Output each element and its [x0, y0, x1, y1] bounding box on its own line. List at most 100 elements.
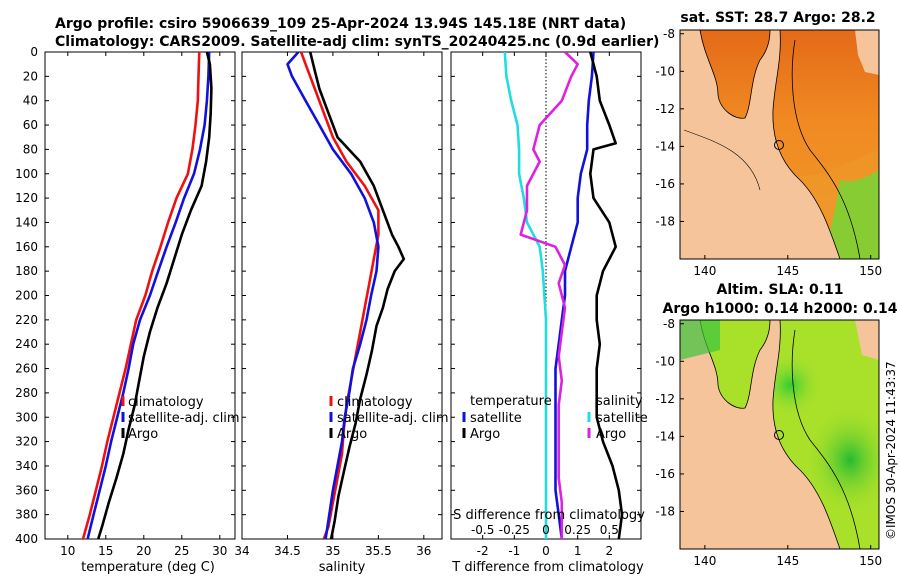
sst-contour: [683, 129, 761, 191]
s-diff-tick-label: 0.5: [600, 523, 619, 537]
difference-series: [503, 52, 624, 539]
map-lon-label: 150: [859, 554, 882, 568]
map-lat-label: -10: [655, 354, 675, 368]
map-lat-label: -14: [655, 429, 675, 443]
depth-tick-label: 60: [23, 118, 38, 132]
s-diff-tick-label: 0.25: [564, 523, 591, 537]
depth-tick-label: 100: [15, 167, 38, 181]
salinity-panel-frame: [241, 51, 443, 540]
series-line-argo: [96, 52, 213, 539]
sla-map-frame: [679, 319, 880, 550]
x-tick-label: 35.5: [365, 544, 392, 558]
legend-label-satellite: satellite-adj. clim: [337, 411, 449, 426]
salinity-xlabel: salinity: [319, 560, 366, 575]
salinity-x-axis: 34 34.5 35 35.5 36: [234, 52, 431, 558]
map-lon-label: 145: [776, 554, 799, 568]
legend-label-t-satellite: satellite: [470, 411, 522, 426]
legend-label-climatology: climatology: [337, 395, 413, 410]
depth-tick-label: 140: [15, 215, 38, 229]
depth-tick-label: 220: [15, 313, 38, 327]
salinity-legend: climatology satellite-adj. clim Argo: [329, 395, 449, 442]
depth-tick-label: 0: [30, 45, 38, 59]
x-tick-label: 10: [60, 544, 75, 558]
x-tick-label: 34.5: [274, 544, 301, 558]
sla-map-axes: -8 -10 -12 -14 -16 -18 140 145 150: [655, 317, 882, 568]
x-tick-label: 36: [416, 544, 431, 558]
s-diff-tick-label: 0: [542, 523, 550, 537]
temperature-panel-frame: [44, 51, 236, 540]
s-diff-tick-label: -0.5: [471, 523, 494, 537]
sst-cool-water: [820, 170, 879, 259]
depth-tick-label: 80: [23, 142, 38, 156]
temperature-x-axis: 10 15 20 25 30: [60, 52, 227, 558]
sla-isobath: [791, 329, 861, 549]
difference-xlabel: T difference from climatology: [451, 560, 644, 575]
s-diff-tick-label: -0.25: [499, 523, 530, 537]
depth-tick-label: 300: [15, 410, 38, 424]
x-tick-label: 35: [325, 544, 340, 558]
series-line-satellite-adj-clim: [86, 52, 211, 539]
sla-west-green: [680, 320, 720, 360]
x-tick-label: 20: [136, 544, 151, 558]
series-line-temperature-satellite: [554, 52, 595, 539]
title-line-2: Climatology: CARS2009. Satellite-adj cli…: [55, 34, 659, 50]
sla-map-title-1: Altim. SLA: 0.11: [716, 282, 843, 298]
map-lat-label: -16: [655, 467, 675, 481]
map-lon-label: 140: [693, 554, 716, 568]
x-tick-label: 34: [234, 544, 249, 558]
sst-isobath: [791, 39, 861, 259]
legend-label-satellite: satellite-adj. clim: [128, 411, 240, 426]
temperature-xlabel: temperature (deg C): [81, 560, 215, 575]
map-lon-label: 150: [859, 264, 882, 278]
x-tick-label: 2: [606, 544, 614, 558]
legend-heading-salinity: salinity: [596, 394, 643, 409]
map-lat-label: -18: [655, 504, 675, 518]
legend-label-argo: Argo: [337, 427, 367, 442]
x-tick-label: 25: [174, 544, 189, 558]
x-tick-label: 30: [212, 544, 227, 558]
depth-tick-label: 340: [15, 459, 38, 473]
series-line-climatology: [299, 52, 380, 539]
depth-tick-label: 320: [15, 435, 38, 449]
x-tick-label: -2: [477, 544, 489, 558]
depth-tick-label: 40: [23, 94, 38, 108]
depth-tick-label: 20: [23, 69, 38, 83]
series-line-temperature-argo: [588, 52, 624, 539]
map-lat-label: -8: [663, 317, 675, 331]
sla-argo-marker: [774, 430, 784, 440]
s-difference-label: S difference from climatology: [453, 508, 645, 523]
x-tick-label: 0: [542, 544, 550, 558]
depth-tick-label: 120: [15, 191, 38, 205]
x-tick-label: 15: [98, 544, 113, 558]
legend-label-argo: Argo: [128, 427, 158, 442]
legend-label-climatology: climatology: [128, 395, 204, 410]
difference-legend: temperature satellite Argo salinity sate…: [462, 394, 648, 442]
temperature-legend: climatology satellite-adj. clim Argo: [121, 395, 240, 442]
depth-tick-label: 400: [15, 532, 38, 546]
x-tick-label: -1: [508, 544, 520, 558]
map-lat-label: -16: [655, 177, 675, 191]
sla-map-title-2: Argo h1000: 0.14 h2000: 0.14: [662, 301, 897, 317]
map-lat-label: -8: [663, 27, 675, 41]
map-lon-label: 145: [776, 264, 799, 278]
sst-land-newguinea: [855, 30, 879, 75]
sst-map: [680, 30, 879, 259]
depth-tick-label: 380: [15, 508, 38, 522]
map-lat-label: -12: [655, 102, 675, 116]
map-lat-label: -14: [655, 139, 675, 153]
series-line-satellite-adj-clim: [286, 52, 380, 539]
map-lat-label: -10: [655, 64, 675, 78]
sst-map-frame: [679, 29, 880, 260]
series-line-argo: [308, 52, 406, 539]
series-line-salinity-satellite: [503, 52, 548, 539]
s-difference-ticks: -0.5 -0.25 0 0.25 0.5: [471, 523, 619, 537]
legend-label-s-satellite: satellite: [596, 411, 648, 426]
depth-tick-label: 280: [15, 386, 38, 400]
depth-tick-label: 200: [15, 289, 38, 303]
temperature-series: [81, 52, 213, 539]
depth-tick-label: 260: [15, 362, 38, 376]
depth-tick-label: 160: [15, 240, 38, 254]
sst-map-title: sat. SST: 28.7 Argo: 28.2: [680, 10, 875, 26]
map-lon-label: 140: [693, 264, 716, 278]
